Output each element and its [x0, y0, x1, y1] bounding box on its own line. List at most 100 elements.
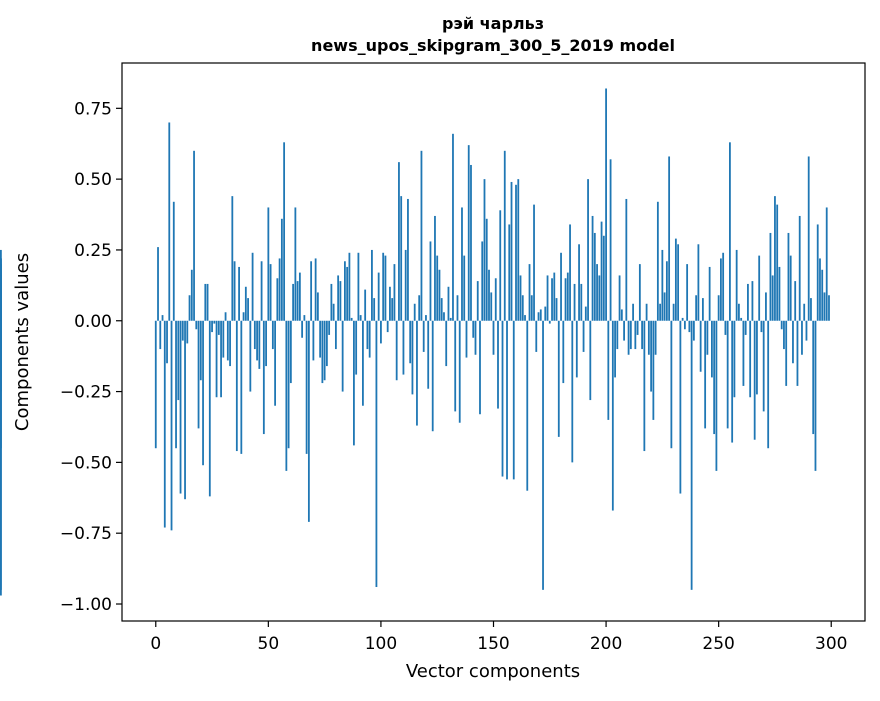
bar	[798, 215, 801, 321]
bar	[749, 320, 752, 398]
bar	[298, 272, 301, 321]
bar	[0, 320, 2, 596]
bar	[591, 215, 594, 321]
bar	[492, 320, 495, 355]
x-tick-label: 150	[477, 634, 509, 654]
bar	[544, 306, 547, 321]
bar	[620, 309, 623, 321]
bar	[593, 232, 596, 321]
bar	[555, 298, 558, 321]
bar	[391, 298, 394, 321]
bar	[539, 309, 542, 321]
bar	[190, 269, 193, 321]
bar	[280, 218, 283, 321]
bar	[589, 320, 592, 401]
bar	[506, 320, 508, 480]
bar	[814, 320, 817, 471]
bar	[767, 320, 770, 449]
bar	[204, 283, 207, 321]
bar	[731, 320, 734, 443]
bar	[172, 201, 175, 321]
bar	[562, 320, 565, 384]
bar	[179, 320, 182, 494]
bar	[780, 320, 783, 330]
bar	[494, 278, 497, 321]
bar	[580, 283, 583, 321]
bar	[211, 320, 213, 333]
bar	[0, 275, 2, 321]
bar	[569, 224, 571, 321]
bar	[771, 275, 774, 321]
bar	[679, 320, 682, 494]
bar	[485, 218, 488, 321]
bar	[600, 221, 603, 321]
bar	[316, 292, 319, 321]
bar	[287, 320, 290, 449]
bar	[362, 320, 364, 406]
bar	[283, 142, 286, 321]
bar	[276, 278, 279, 321]
bar	[373, 298, 376, 321]
bar	[271, 320, 274, 350]
bar	[825, 207, 828, 321]
bar	[458, 320, 461, 423]
bar	[222, 320, 225, 358]
bar	[765, 292, 767, 321]
bar	[753, 320, 756, 440]
bar	[251, 252, 254, 321]
chart-title: рэй чарльз	[442, 14, 544, 33]
bar	[751, 281, 754, 321]
bar	[823, 292, 826, 321]
bar	[366, 320, 369, 350]
bar	[305, 320, 308, 454]
bar	[483, 179, 486, 321]
bar	[420, 150, 423, 321]
bar	[285, 320, 288, 471]
bar	[206, 283, 209, 321]
bar	[668, 156, 671, 321]
bar	[647, 320, 650, 355]
bar	[312, 320, 315, 361]
bar	[695, 295, 698, 321]
bar	[199, 320, 202, 381]
bar	[344, 261, 346, 321]
bar	[181, 320, 184, 341]
bar	[337, 275, 340, 321]
bar	[407, 198, 409, 321]
bar	[602, 235, 605, 321]
bar	[704, 320, 707, 429]
bar	[465, 320, 468, 358]
bar	[587, 179, 589, 321]
bar	[404, 249, 407, 321]
bar	[186, 320, 189, 344]
x-tick-label: 100	[365, 634, 397, 654]
bar	[332, 303, 335, 321]
bar	[314, 258, 317, 321]
bar	[742, 320, 745, 386]
bar	[476, 281, 479, 321]
bar	[573, 283, 576, 321]
bar	[787, 232, 790, 321]
bar	[389, 286, 391, 321]
bar	[467, 145, 470, 321]
bar	[717, 295, 720, 321]
y-tick-label: −0.75	[60, 524, 112, 544]
bar	[659, 303, 662, 321]
bar	[323, 320, 326, 381]
y-tick-label: −0.50	[60, 453, 112, 473]
bar	[267, 207, 270, 321]
bar	[665, 261, 668, 321]
bar	[445, 320, 448, 367]
bar	[715, 320, 718, 471]
bar	[499, 210, 502, 321]
bar	[609, 159, 612, 321]
bar	[274, 320, 276, 406]
bar	[429, 241, 432, 321]
plot-frame	[121, 62, 866, 622]
bar	[233, 261, 236, 321]
bar	[510, 181, 513, 321]
bar	[616, 320, 619, 350]
bar	[796, 320, 799, 386]
bar	[413, 303, 416, 321]
bar	[670, 320, 673, 449]
